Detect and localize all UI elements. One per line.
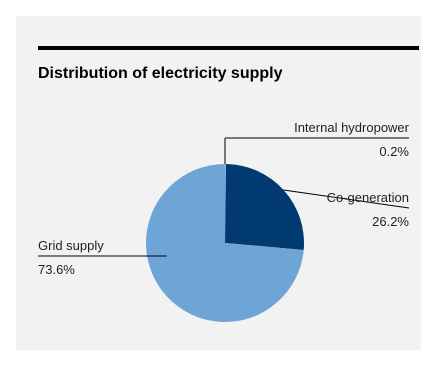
slice-label-internal-hydropower: Internal hydropower — [294, 120, 410, 135]
title-rule — [38, 46, 419, 50]
pie-chart: Internal hydropower 0.2% Co-generation 26.2… — [38, 120, 410, 323]
slice-value-internal-hydropower: 0.2% — [379, 144, 409, 159]
pie-slice-co-generation — [225, 164, 304, 250]
chart-title: Distribution of electricity supply — [38, 65, 283, 82]
slice-label-grid-supply: Grid supply — [38, 238, 104, 253]
slice-value-grid-supply: 73.6% — [38, 262, 75, 277]
slice-value-co-generation: 26.2% — [372, 214, 409, 229]
slice-label-co-generation: Co-generation — [327, 190, 409, 205]
pie-slice-grid-supply — [145, 164, 304, 323]
leader-line-co-generation — [283, 189, 410, 209]
pie-slice-internal-hydropower — [225, 164, 226, 243]
chart-panel: Distribution of electricity supply Inter… — [16, 16, 421, 350]
